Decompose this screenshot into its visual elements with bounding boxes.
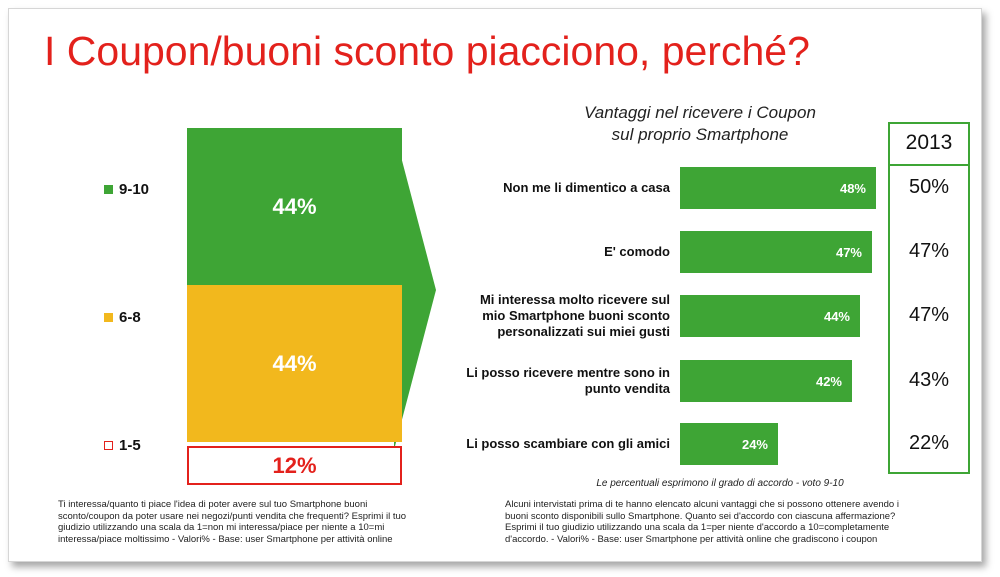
footnote-line: sconto/coupon da poter usare nei negozi/… xyxy=(58,510,407,522)
subtitle-line-2: sul proprio Smartphone xyxy=(611,125,789,144)
bar-category-line: Li posso ricevere mentre sono in xyxy=(466,365,670,380)
bar-1: 48% xyxy=(680,167,876,209)
legend-swatch xyxy=(104,441,113,450)
footnote-right: Alcuni intervistati prima di te hanno el… xyxy=(505,499,899,545)
legend-item-9-10: 9-10 xyxy=(104,181,149,198)
bar-value-label: 48% xyxy=(839,180,866,196)
legend-label: 1-5 xyxy=(119,437,141,454)
legend-swatch xyxy=(104,185,113,194)
legend-label: 6-8 xyxy=(119,309,141,326)
bar-category-line: personalizzati sui miei gusti xyxy=(497,324,670,339)
bar-category-label: E' comodo xyxy=(410,244,670,260)
bar-category-line: E' comodo xyxy=(604,244,670,259)
footnote-left: Ti interessa/quanto ti piace l'idea di p… xyxy=(58,499,406,545)
bar-3: 44% xyxy=(680,295,860,337)
bar-category-label: Non me li dimentico a casa xyxy=(410,180,670,196)
bar-category-line: mio Smartphone buoni sconto xyxy=(482,308,670,323)
bar-category-label: Li posso scambiare con gli amici xyxy=(410,436,670,452)
slide-title: I Coupon/buoni sconto piacciono, perché? xyxy=(44,28,810,74)
footnote-line: giudizio utilizzando una scala da 1=non … xyxy=(58,522,385,533)
footnote-line: buoni sconto disponibili sullo Smartphon… xyxy=(505,510,896,522)
footnote-line: d'accordo. - Valori% - Base: user Smartp… xyxy=(505,533,878,545)
bar-category-line: punto vendita xyxy=(584,381,670,396)
value-2013: 47% xyxy=(908,240,950,262)
bar-4: 42% xyxy=(680,360,852,402)
bar-value-label: 42% xyxy=(815,373,842,389)
year-2013-box xyxy=(888,122,970,474)
bar-2: 47% xyxy=(680,231,872,273)
bar-value-label: 24% xyxy=(741,436,768,452)
bar-category-label: Mi interessa molto ricevere sul mio Smart… xyxy=(410,292,670,340)
stack-segment-label: 44% xyxy=(272,193,317,219)
stack-segment-1-5: 12% xyxy=(187,446,402,485)
year-2013-header: 2013 xyxy=(888,122,970,166)
legend-label: 9-10 xyxy=(119,181,150,198)
bar-5: 24% xyxy=(680,423,778,465)
chart-note: Le percentuali esprimono il grado di acc… xyxy=(596,478,844,489)
bar-value-label: 44% xyxy=(823,308,850,324)
value-2013: 50% xyxy=(908,176,950,198)
bar-category-line: Non me li dimentico a casa xyxy=(503,180,670,195)
bar-category-line: Mi interessa molto ricevere sul xyxy=(479,292,670,307)
value-2013: 22% xyxy=(908,432,950,454)
stack-segment-label: 12% xyxy=(272,452,317,478)
subtitle-line-1: Vantaggi nel ricevere i Coupon xyxy=(584,103,816,122)
value-2013: 43% xyxy=(908,369,950,391)
legend-swatch xyxy=(104,313,113,322)
slide-frame xyxy=(8,8,982,562)
footnote-line: Ti interessa/quanto ti piace l'idea di p… xyxy=(58,499,368,510)
footnote-line: interessa/piace moltissimo - Valori% - B… xyxy=(58,533,393,545)
bar-category-label: Li posso ricevere mentre sono in punto ve… xyxy=(410,365,670,397)
footnote-line: Esprimi il tuo giudizio utilizzando una … xyxy=(505,522,890,533)
bar-value-label: 47% xyxy=(835,244,862,260)
footnote-line: Alcuni intervistati prima di te hanno el… xyxy=(505,499,899,510)
legend-item-6-8: 6-8 xyxy=(104,309,141,326)
value-2013: 47% xyxy=(908,304,950,326)
chart-subtitle: Vantaggi nel ricevere i Coupon sul propr… xyxy=(530,102,870,146)
stack-segment-9-10: 44% xyxy=(187,128,402,285)
stack-segment-6-8: 44% xyxy=(187,285,402,442)
stack-segment-label: 44% xyxy=(272,350,317,376)
legend-item-1-5: 1-5 xyxy=(104,437,141,454)
bar-category-line: Li posso scambiare con gli amici xyxy=(466,436,670,451)
